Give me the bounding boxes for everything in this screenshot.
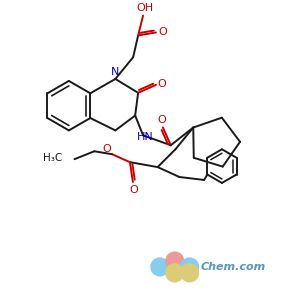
Text: O: O — [103, 144, 112, 154]
Text: O: O — [158, 79, 166, 89]
Text: N: N — [111, 67, 120, 77]
Circle shape — [166, 264, 184, 282]
Circle shape — [181, 258, 199, 276]
Text: Chem.com: Chem.com — [200, 262, 266, 272]
Text: HN: HN — [137, 132, 153, 142]
Text: O: O — [130, 185, 138, 195]
Text: O: O — [158, 27, 167, 38]
Text: H₃C: H₃C — [44, 153, 63, 163]
Circle shape — [181, 264, 199, 282]
Text: OH: OH — [136, 3, 154, 13]
Text: O: O — [158, 115, 166, 124]
Circle shape — [151, 258, 169, 276]
Circle shape — [166, 252, 184, 270]
